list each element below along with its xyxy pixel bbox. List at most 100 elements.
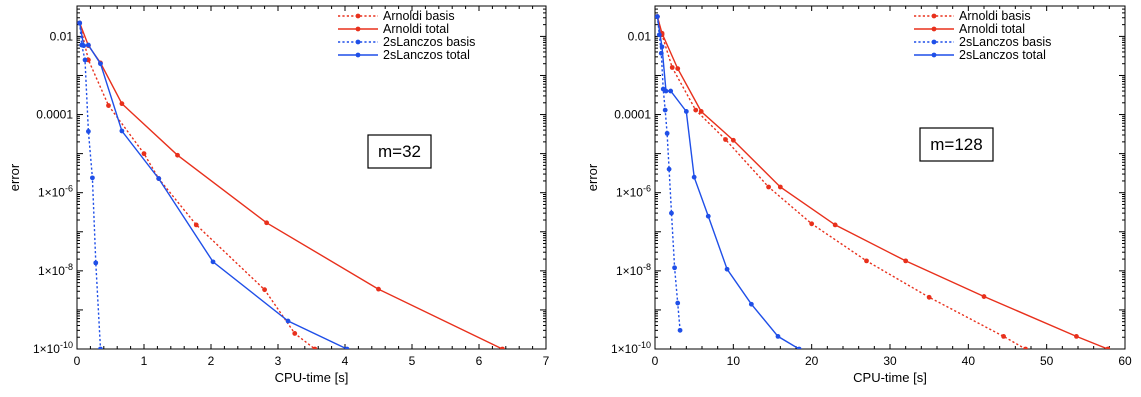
legend-marker: [355, 26, 361, 32]
legend-label: Arnoldi basis: [959, 9, 1031, 23]
y-tick-label: 1×10-10: [611, 340, 651, 356]
data-point: [1001, 334, 1006, 339]
data-point: [777, 184, 783, 190]
data-point: [669, 210, 674, 216]
y-tick-label: 1×10-6: [616, 184, 651, 200]
series-line: [79, 22, 316, 349]
y-tick-label: 1×10-10: [33, 340, 73, 356]
legend-marker: [931, 13, 937, 19]
x-tick-label: 1: [141, 354, 148, 368]
data-point: [344, 346, 350, 349]
data-point: [669, 65, 675, 70]
data-point: [292, 331, 298, 336]
legend-marker: [931, 39, 937, 45]
data-point: [683, 109, 689, 114]
data-point: [262, 287, 267, 293]
data-point: [981, 294, 987, 299]
series-line: [79, 22, 503, 349]
data-point: [106, 103, 111, 108]
data-point: [119, 101, 125, 107]
y-tick-label: 0.0001: [614, 108, 651, 122]
data-point: [90, 175, 95, 181]
data-layer: [77, 20, 505, 349]
data-point: [156, 176, 162, 181]
x-tick-label: 6: [476, 354, 483, 368]
legend-label: 2sLanczos basis: [959, 35, 1051, 49]
data-point: [175, 152, 180, 158]
data-point: [93, 260, 99, 266]
chart-panel-1: 0 1 2 3 4 5 6 7 1×10-10 1×10-8 1×10-6 0.0001 0.01 CPU…: [7, 5, 550, 385]
plot-frame: [76, 5, 547, 350]
x-tick-label: 30: [883, 354, 897, 368]
data-point: [730, 137, 736, 143]
x-tick-label: 3: [275, 354, 282, 368]
x-tick-label: 0: [652, 354, 659, 368]
y-tick-label: 0.01: [628, 29, 652, 43]
data-point: [766, 184, 771, 190]
y-tick-label: 1×10-6: [38, 184, 73, 200]
data-point: [668, 88, 674, 94]
data-point: [672, 265, 677, 271]
x-tick-label: 40: [962, 354, 976, 368]
data-point: [809, 221, 815, 227]
x-tick-label: 0: [74, 354, 81, 368]
legend-marker: [355, 13, 361, 19]
data-point: [85, 57, 91, 63]
x-tick-label: 10: [727, 354, 741, 368]
x-tick-label: 4: [342, 354, 349, 368]
data-point: [864, 258, 869, 264]
series-line: [656, 16, 1026, 349]
data-point: [677, 327, 683, 333]
y-tick-label: 1×10-8: [38, 262, 73, 278]
data-point: [675, 66, 681, 71]
data-point: [693, 107, 699, 113]
data-point: [666, 166, 672, 172]
legend-marker: [931, 52, 937, 58]
x-tick-label: 5: [409, 354, 416, 368]
data-point: [705, 213, 711, 219]
y-tick-label: 0.01: [50, 29, 74, 43]
data-layer: [655, 14, 1111, 349]
data-point: [664, 130, 670, 136]
data-point: [691, 174, 697, 180]
data-point: [1023, 346, 1028, 349]
data-point: [82, 57, 88, 63]
chart-panel-2: 0 10 20 30 40 50 60 1×10-10 1×10-8 1×10-6 0.0001 0.…: [585, 5, 1132, 385]
y-axis-title: error: [7, 163, 22, 191]
data-point: [264, 220, 270, 226]
series-line: [79, 22, 102, 349]
data-point: [81, 43, 87, 49]
data-point: [77, 20, 83, 26]
y-tick-label: 1×10-8: [616, 262, 651, 278]
x-tick-label: 50: [1040, 354, 1054, 368]
data-point: [663, 88, 669, 94]
data-point: [1105, 346, 1111, 349]
series-line: [79, 22, 348, 349]
x-tick-label: 2: [208, 354, 215, 368]
data-point: [98, 61, 103, 67]
data-point: [1074, 334, 1079, 339]
legend-label: 2sLanczos total: [383, 48, 470, 62]
legend-label: Arnoldi total: [383, 22, 449, 36]
data-point: [210, 259, 216, 265]
data-point: [724, 266, 730, 272]
data-point: [903, 258, 909, 264]
legend-label: 2sLanczos total: [959, 48, 1046, 62]
y-axis-title: error: [585, 163, 600, 191]
data-point: [500, 346, 505, 349]
y-tick-label: 0.0001: [36, 108, 73, 122]
data-point: [98, 346, 103, 349]
data-point: [285, 318, 291, 324]
data-point: [659, 44, 665, 50]
data-point: [796, 346, 802, 349]
data-point: [926, 294, 932, 300]
series-line: [656, 16, 681, 331]
x-axis-title: CPU-time [s]: [853, 370, 927, 385]
data-point: [698, 109, 704, 114]
legend-label: Arnoldi basis: [383, 9, 455, 23]
plot-frame: [654, 5, 1126, 350]
annotation-label: m=128: [930, 135, 982, 154]
data-point: [85, 42, 91, 48]
x-tick-label: 20: [805, 354, 819, 368]
